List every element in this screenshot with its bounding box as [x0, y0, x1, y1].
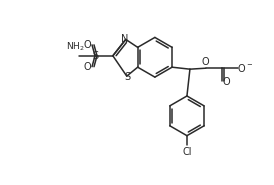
Text: Cl: Cl — [182, 147, 192, 157]
Text: O$^-$: O$^-$ — [238, 62, 253, 74]
Text: NH$_2$: NH$_2$ — [66, 41, 84, 53]
Text: O: O — [83, 62, 91, 72]
Text: O: O — [83, 40, 91, 50]
Text: S: S — [92, 51, 98, 61]
Text: N: N — [121, 34, 129, 44]
Text: S: S — [125, 72, 131, 82]
Text: O: O — [202, 57, 210, 67]
Text: O: O — [223, 77, 230, 87]
